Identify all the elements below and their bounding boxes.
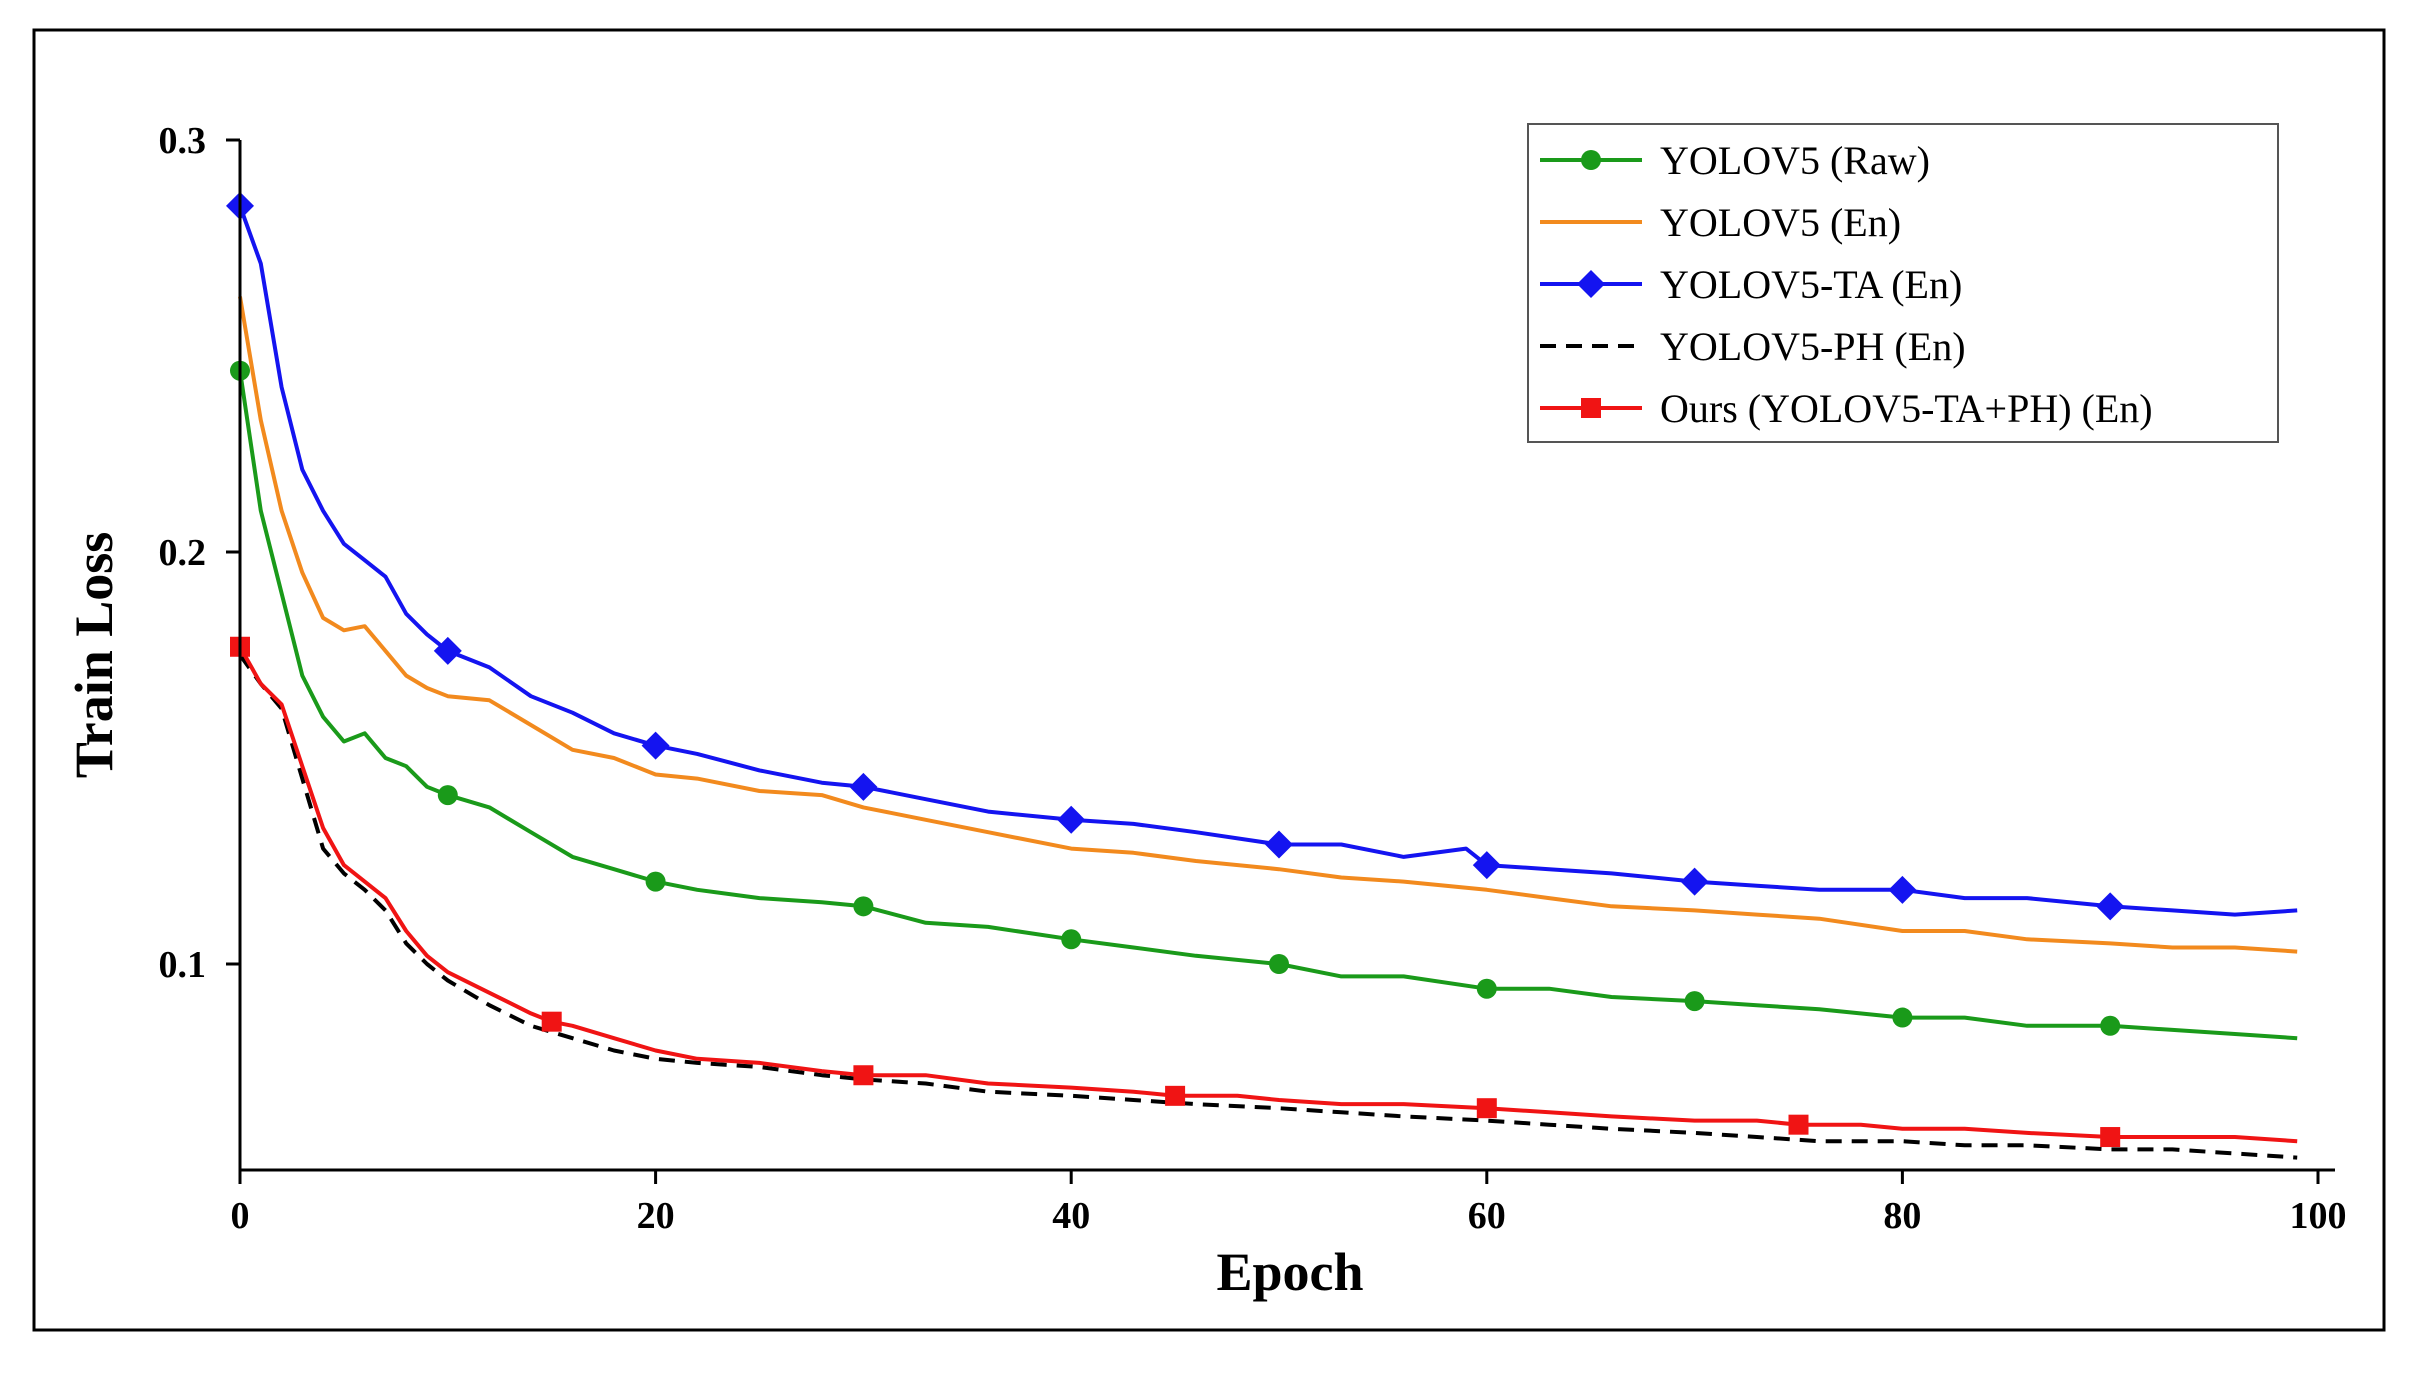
- legend-label-yolov5-en: YOLOV5 (En): [1660, 200, 1901, 245]
- data-point-ours-yolov5-ta-ph-en: [1476, 1098, 1497, 1119]
- x-tick-label: 80: [1883, 1195, 1921, 1237]
- series-line-ours-yolov5-ta-ph-en: [238, 645, 2298, 1144]
- data-point-yolov5-ta-en: [641, 731, 670, 760]
- data-point-yolov5-raw: [1269, 954, 1289, 974]
- legend-marker-yolov5-raw: [1581, 150, 1601, 170]
- legend-marker-ours-yolov5-ta-ph-en: [1581, 398, 1601, 418]
- y-tick-label: 0.2: [159, 532, 207, 574]
- legend-box: [1527, 123, 2279, 443]
- y-tick-label: 0.3: [159, 120, 207, 162]
- plot-series: [238, 205, 2298, 1160]
- series-line-yolov5-ph-en: [238, 653, 2298, 1160]
- data-point-yolov5-ta-en: [1265, 830, 1293, 859]
- x-tick-label: 40: [1052, 1195, 1090, 1237]
- axes: [238, 140, 2335, 1172]
- data-point-yolov5-ta-en: [1057, 805, 1086, 834]
- data-point-yolov5-ta-en: [1680, 867, 1709, 896]
- series-line-yolov5-raw: [238, 370, 2298, 1041]
- data-point-yolov5-raw: [1061, 929, 1082, 950]
- data-point-yolov5-raw: [2100, 1015, 2121, 1036]
- data-point-yolov5-raw: [437, 785, 458, 806]
- data-point-ours-yolov5-ta-ph-en: [541, 1011, 562, 1032]
- data-point-ours-yolov5-ta-ph-en: [853, 1065, 874, 1086]
- data-point-ours-yolov5-ta-ph-en: [1165, 1085, 1186, 1106]
- data-point-yolov5-ta-en: [849, 772, 878, 801]
- data-point-ours-yolov5-ta-ph-en: [2100, 1127, 2121, 1148]
- legend: YOLOV5 (Raw) YOLOV5 (En) YOLOV5-TA (En) YOL…: [1527, 123, 2279, 443]
- x-ticks: 0 20 40 60 80 100: [231, 1170, 2347, 1237]
- legend-label-yolov5-ph-en: YOLOV5-PH (En): [1660, 324, 1966, 369]
- data-point-yolov5-raw: [645, 871, 666, 892]
- data-point-yolov5-ta-en: [1472, 851, 1501, 880]
- x-tick-label: 20: [637, 1195, 675, 1237]
- legend-label-ours-yolov5-ta-ph-en: Ours (YOLOV5-TA+PH) (En): [1660, 386, 2153, 431]
- x-axis-title: Epoch: [1216, 1242, 1363, 1302]
- data-point-yolov5-raw: [1892, 1007, 1913, 1028]
- data-point-yolov5-raw: [1476, 978, 1497, 999]
- y-axis-title: Train Loss: [64, 532, 124, 779]
- data-point-yolov5-raw: [853, 896, 874, 917]
- x-tick-label: 100: [2290, 1195, 2347, 1237]
- y-tick-label: 0.1: [159, 944, 207, 986]
- x-tick-label: 0: [231, 1195, 250, 1237]
- data-point-ours-yolov5-ta-ph-en: [1788, 1114, 1809, 1135]
- data-point-yolov5-ta-en: [1888, 875, 1917, 904]
- legend-label-yolov5-ta-en: YOLOV5-TA (En): [1660, 262, 1962, 307]
- y-ticks: 0.1 0.2 0.3: [159, 120, 240, 986]
- data-point-yolov5-ta-en: [433, 636, 462, 665]
- data-point-yolov5-ta-en: [2096, 892, 2125, 921]
- data-point-yolov5-raw: [1684, 991, 1705, 1012]
- legend-label-yolov5-raw: YOLOV5 (Raw): [1660, 138, 1930, 183]
- legend-marker-yolov5-ta-en: [1577, 270, 1605, 298]
- series-line-yolov5-en: [238, 296, 2298, 954]
- series-line-yolov5-ta-en: [238, 205, 2298, 917]
- plot-markers: [226, 191, 2125, 1148]
- x-tick-label: 60: [1468, 1195, 1506, 1237]
